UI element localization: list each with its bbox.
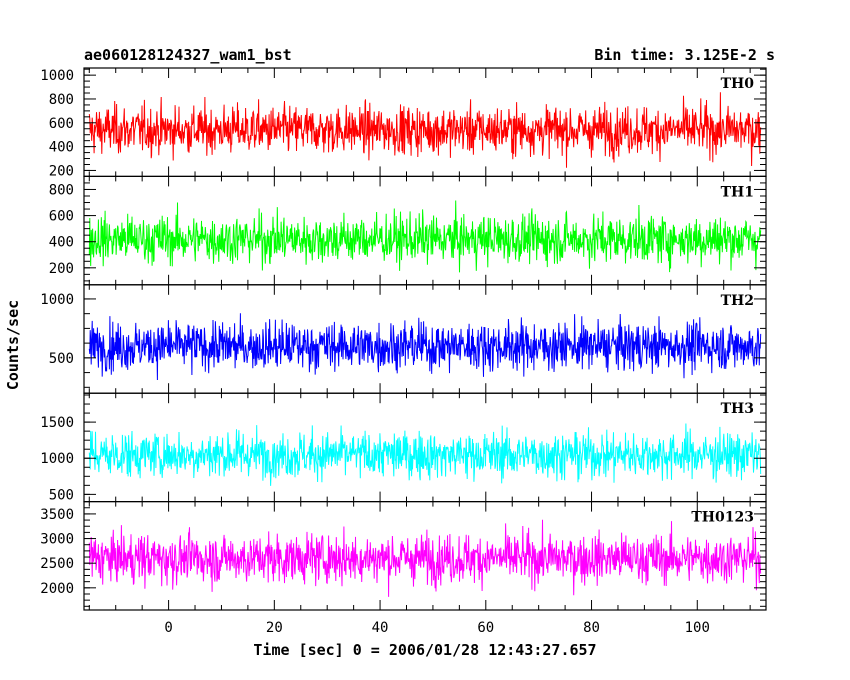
- panel-label-th0123: TH0123: [691, 510, 754, 526]
- panel-label-th0: TH0: [721, 76, 755, 92]
- y-tick-label: 800: [49, 182, 74, 198]
- y-tick-label: 3500: [40, 507, 74, 523]
- bin-time-label: Bin time: 3.125E-2 s: [594, 46, 775, 64]
- y-tick-label: 200: [49, 261, 74, 277]
- panel-label-th1: TH1: [721, 184, 754, 200]
- series-th1-line: [88, 200, 762, 273]
- y-tick-label: 500: [49, 487, 74, 503]
- y-tick-label: 1000: [40, 451, 74, 467]
- y-tick-label: 1500: [40, 415, 74, 431]
- series-th3-line: [88, 423, 762, 486]
- y-tick-label: 1000: [40, 292, 74, 308]
- y-tick-label: 400: [49, 235, 74, 251]
- y-axis-label: Counts/sec: [4, 300, 22, 390]
- y-tick-label: 3000: [40, 532, 74, 548]
- panel-label-th3: TH3: [721, 401, 754, 417]
- series-th0-line: [88, 92, 762, 168]
- y-tick-label: 800: [49, 92, 74, 108]
- y-tick-label: 2000: [40, 581, 74, 597]
- series-th0123-line: [88, 519, 762, 597]
- y-tick-label: 2500: [40, 556, 74, 572]
- series-th2-line: [88, 313, 762, 381]
- x-tick-label: 100: [685, 620, 710, 636]
- y-tick-label: 400: [49, 140, 74, 156]
- x-tick-label: 20: [266, 620, 283, 636]
- panel-frame-th0123: [83, 501, 767, 611]
- y-tick-label: 600: [49, 209, 74, 225]
- y-tick-label: 500: [49, 351, 74, 367]
- panel-label-th2: TH2: [721, 293, 754, 309]
- y-tick-label: 1000: [40, 68, 74, 84]
- x-tick-label: 0: [164, 620, 172, 636]
- y-tick-label: 600: [49, 116, 74, 132]
- x-tick-label: 40: [372, 620, 389, 636]
- chart-title: ae060128124327_wam1_bst: [84, 46, 292, 64]
- x-tick-label: 60: [477, 620, 494, 636]
- x-tick-label: 80: [583, 620, 600, 636]
- y-tick-label: 200: [49, 163, 74, 179]
- x-axis-label: Time [sec] 0 = 2006/01/28 12:43:27.657: [253, 641, 596, 659]
